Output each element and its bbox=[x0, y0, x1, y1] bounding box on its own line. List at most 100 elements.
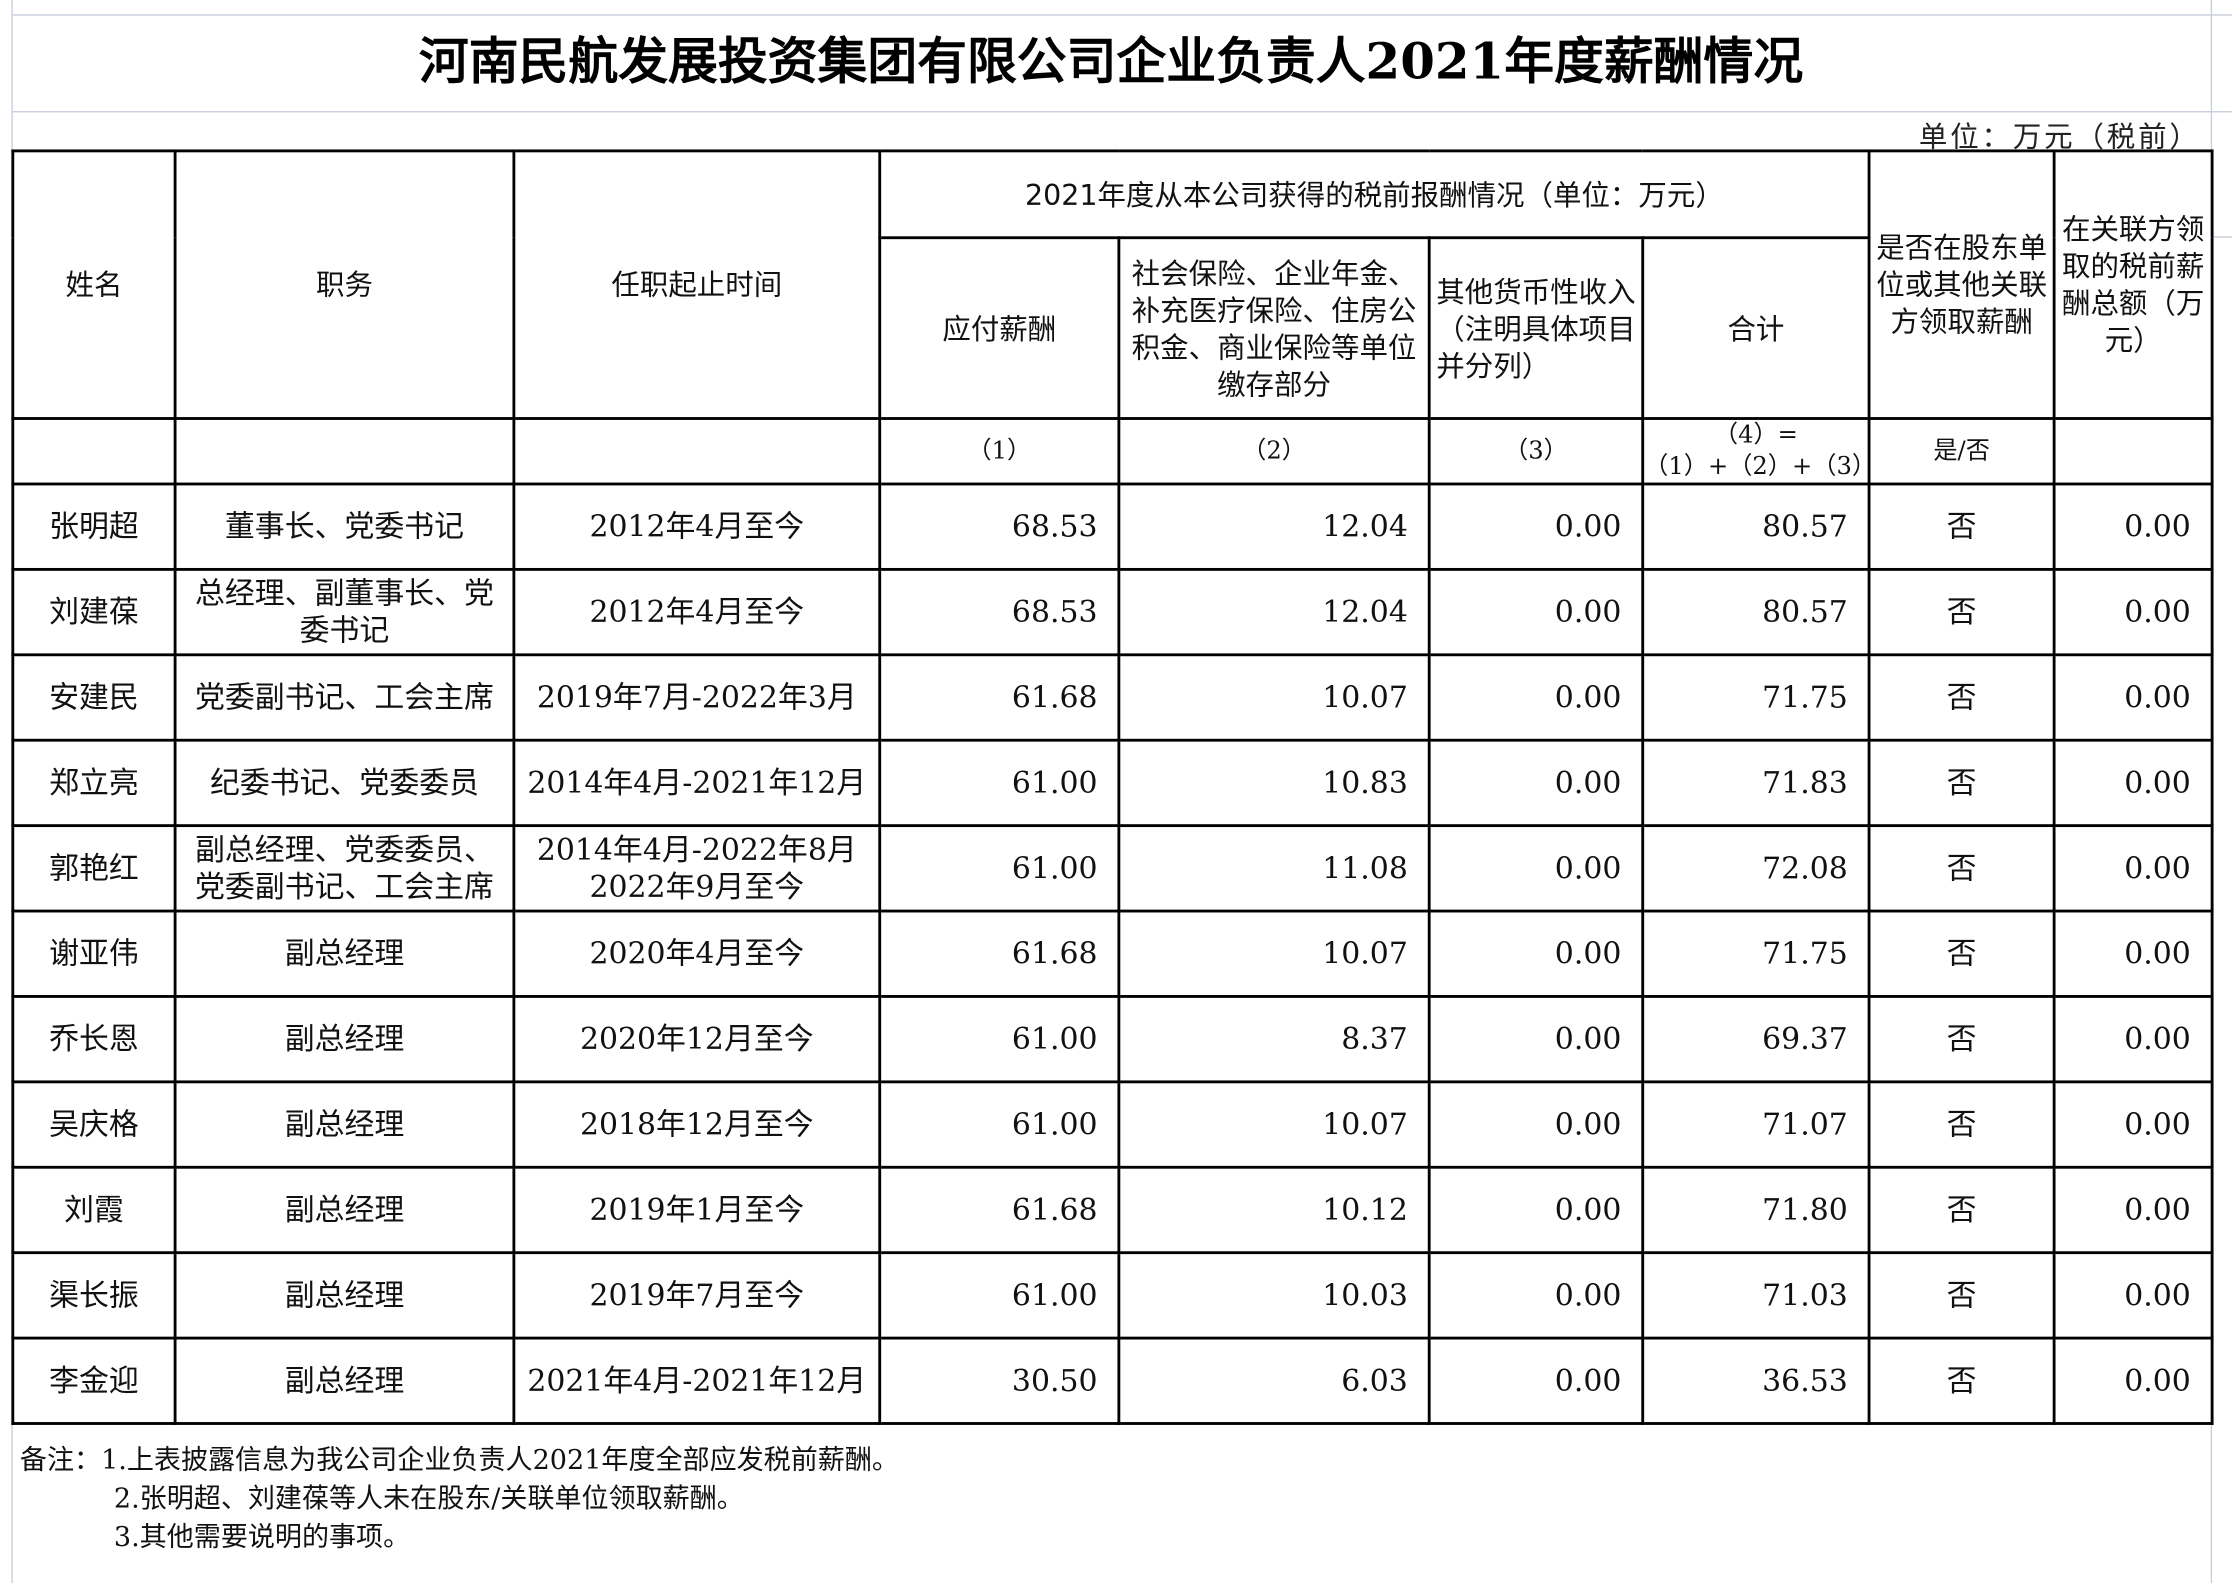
cell-salary: 61.68 bbox=[878, 653, 1121, 742]
cell-other: 0.00 bbox=[1427, 482, 1645, 571]
table-row: 渠长振 副总经理 2019年7月至今 61.00 10.03 0.00 71.03 否 0.00 bbox=[11, 1251, 2214, 1340]
cell-shareholder: 否 bbox=[1867, 1251, 2056, 1340]
cell-related: 0.00 bbox=[2052, 1165, 2214, 1255]
cell-position: 副总经理 bbox=[173, 1080, 516, 1169]
header-group: 2021年度从本公司获得的税前报酬情况（单位：万元） bbox=[878, 149, 1871, 240]
note-1: 备注：1.上表披露信息为我公司企业负责人2021年度全部应发税前薪酬。 bbox=[19, 1444, 899, 1477]
cell-term: 2021年4月-2021年12月 bbox=[512, 1336, 882, 1425]
cell-position: 副总经理 bbox=[173, 1336, 516, 1425]
header-other: 其他货币性收入（注明具体项目并分列） bbox=[1427, 236, 1645, 420]
table-row: 郑立亮 纪委书记、党委委员 2014年4月-2021年12月 61.00 10.83 0.… bbox=[11, 738, 2214, 828]
cell-term: 2018年12月至今 bbox=[512, 1080, 882, 1169]
cell-total: 80.57 bbox=[1641, 482, 1871, 571]
cell-shareholder: 否 bbox=[1867, 738, 2056, 828]
cell-name: 渠长振 bbox=[11, 1251, 177, 1340]
gridline bbox=[11, 14, 2232, 16]
cell-total: 71.75 bbox=[1641, 909, 1871, 998]
cell-term: 2019年7月至今 bbox=[512, 1251, 882, 1340]
header-related: 在关联方领取的税前薪酬总额（万元） bbox=[2052, 149, 2214, 420]
cell-shareholder: 否 bbox=[1867, 1080, 2056, 1169]
cell-shareholder: 否 bbox=[1867, 909, 2056, 998]
index-total: （4）=（1）+（2）+（3） bbox=[1641, 417, 1871, 486]
cell-salary: 68.53 bbox=[878, 482, 1121, 571]
table-row: 安建民 党委副书记、工会主席 2019年7月-2022年3月 61.68 10.07 0.… bbox=[11, 653, 2214, 742]
cell-salary: 61.00 bbox=[878, 1080, 1121, 1169]
cell-position: 党委副书记、工会主席 bbox=[173, 653, 516, 742]
cell-position: 董事长、党委书记 bbox=[173, 482, 516, 571]
cell-total: 72.08 bbox=[1641, 824, 1871, 913]
cell-term: 2012年4月至今 bbox=[512, 482, 882, 571]
table-row: 吴庆格 副总经理 2018年12月至今 61.00 10.07 0.00 71.07 否 0.0… bbox=[11, 1080, 2214, 1169]
cell-shareholder: 否 bbox=[1867, 653, 2056, 742]
cell-shareholder: 否 bbox=[1867, 824, 2056, 913]
gridline bbox=[2210, 236, 2232, 238]
cell-insurance: 6.03 bbox=[1117, 1336, 1431, 1425]
cell-other: 0.00 bbox=[1427, 1165, 1645, 1255]
cell-name: 安建民 bbox=[11, 653, 177, 742]
cell-shareholder: 否 bbox=[1867, 1165, 2056, 1255]
cell-related: 0.00 bbox=[2052, 482, 2214, 571]
cell-total: 71.07 bbox=[1641, 1080, 1871, 1169]
header-name: 姓名 bbox=[11, 149, 177, 420]
cell-term: 2020年12月至今 bbox=[512, 995, 882, 1084]
cell-salary: 61.00 bbox=[878, 738, 1121, 828]
table-row: 谢亚伟 副总经理 2020年4月至今 61.68 10.07 0.00 71.75 否 0.00 bbox=[11, 909, 2214, 998]
table-row: 李金迎 副总经理 2021年4月-2021年12月 30.50 6.03 0.00 36.5… bbox=[11, 1336, 2214, 1425]
note-3: 3.其他需要说明的事项。 bbox=[113, 1521, 411, 1554]
table-row: 乔长恩 副总经理 2020年12月至今 61.00 8.37 0.00 69.37 否 0.00 bbox=[11, 995, 2214, 1084]
cell-related: 0.00 bbox=[2052, 738, 2214, 828]
cell-insurance: 10.07 bbox=[1117, 909, 1431, 998]
cell-term: 2019年7月-2022年3月 bbox=[512, 653, 882, 742]
cell-insurance: 10.07 bbox=[1117, 653, 1431, 742]
cell-salary: 61.00 bbox=[878, 824, 1121, 913]
index-shareholder: 是/否 bbox=[1867, 417, 2056, 486]
cell-shareholder: 否 bbox=[1867, 567, 2056, 657]
cell-related: 0.00 bbox=[2052, 653, 2214, 742]
cell-total: 69.37 bbox=[1641, 995, 1871, 1084]
cell-insurance: 10.03 bbox=[1117, 1251, 1431, 1340]
cell-shareholder: 否 bbox=[1867, 1336, 2056, 1425]
cell-term: 2014年4月-2021年12月 bbox=[512, 738, 882, 828]
header-position: 职务 bbox=[173, 149, 516, 420]
cell-position: 副总经理 bbox=[173, 995, 516, 1084]
cell-total: 71.03 bbox=[1641, 1251, 1871, 1340]
cell-related: 0.00 bbox=[2052, 1336, 2214, 1425]
cell-insurance: 8.37 bbox=[1117, 995, 1431, 1084]
cell-insurance: 10.83 bbox=[1117, 738, 1431, 828]
table-row: 刘霞 副总经理 2019年1月至今 61.68 10.12 0.00 71.80 否 0.00 bbox=[11, 1165, 2214, 1255]
header-term: 任职起止时间 bbox=[512, 149, 882, 420]
cell-other: 0.00 bbox=[1427, 1336, 1645, 1425]
cell-other: 0.00 bbox=[1427, 738, 1645, 828]
cell-related: 0.00 bbox=[2052, 567, 2214, 657]
cell-position: 副总经理 bbox=[173, 1251, 516, 1340]
cell-name: 李金迎 bbox=[11, 1336, 177, 1425]
header-total: 合计 bbox=[1641, 236, 1871, 420]
cell-total: 71.83 bbox=[1641, 738, 1871, 828]
cell-insurance: 12.04 bbox=[1117, 482, 1431, 571]
cell-total: 71.75 bbox=[1641, 653, 1871, 742]
header-salary: 应付薪酬 bbox=[878, 236, 1121, 420]
cell-other: 0.00 bbox=[1427, 995, 1645, 1084]
cell-other: 0.00 bbox=[1427, 909, 1645, 998]
cell-other: 0.00 bbox=[1427, 1251, 1645, 1340]
table-row: 张明超 董事长、党委书记 2012年4月至今 68.53 12.04 0.00 80.57 否… bbox=[11, 482, 2214, 571]
index-salary: （1） bbox=[878, 417, 1121, 486]
cell-salary: 30.50 bbox=[878, 1336, 1121, 1425]
cell-name: 郑立亮 bbox=[11, 738, 177, 828]
cell-name: 刘霞 bbox=[11, 1165, 177, 1255]
cell-position: 副总经理 bbox=[173, 909, 516, 998]
index-other: （3） bbox=[1427, 417, 1645, 486]
cell-name: 谢亚伟 bbox=[11, 909, 177, 998]
salary-table: 姓名 职务 任职起止时间 2021年度从本公司获得的税前报酬情况（单位：万元） … bbox=[11, 149, 2214, 1425]
cell-name: 张明超 bbox=[11, 482, 177, 571]
cell-name: 郭艳红 bbox=[11, 824, 177, 913]
cell-insurance: 10.07 bbox=[1117, 1080, 1431, 1169]
header-shareholder: 是否在股东单位或其他关联方领取薪酬 bbox=[1867, 149, 2056, 420]
cell-other: 0.00 bbox=[1427, 653, 1645, 742]
cell-shareholder: 否 bbox=[1867, 482, 2056, 571]
cell-term: 2020年4月至今 bbox=[512, 909, 882, 998]
cell-salary: 61.00 bbox=[878, 995, 1121, 1084]
cell-name: 刘建葆 bbox=[11, 567, 177, 657]
table-row: 刘建葆 总经理、副董事长、党委书记 2012年4月至今 68.53 12.04 0.00 8… bbox=[11, 567, 2214, 657]
